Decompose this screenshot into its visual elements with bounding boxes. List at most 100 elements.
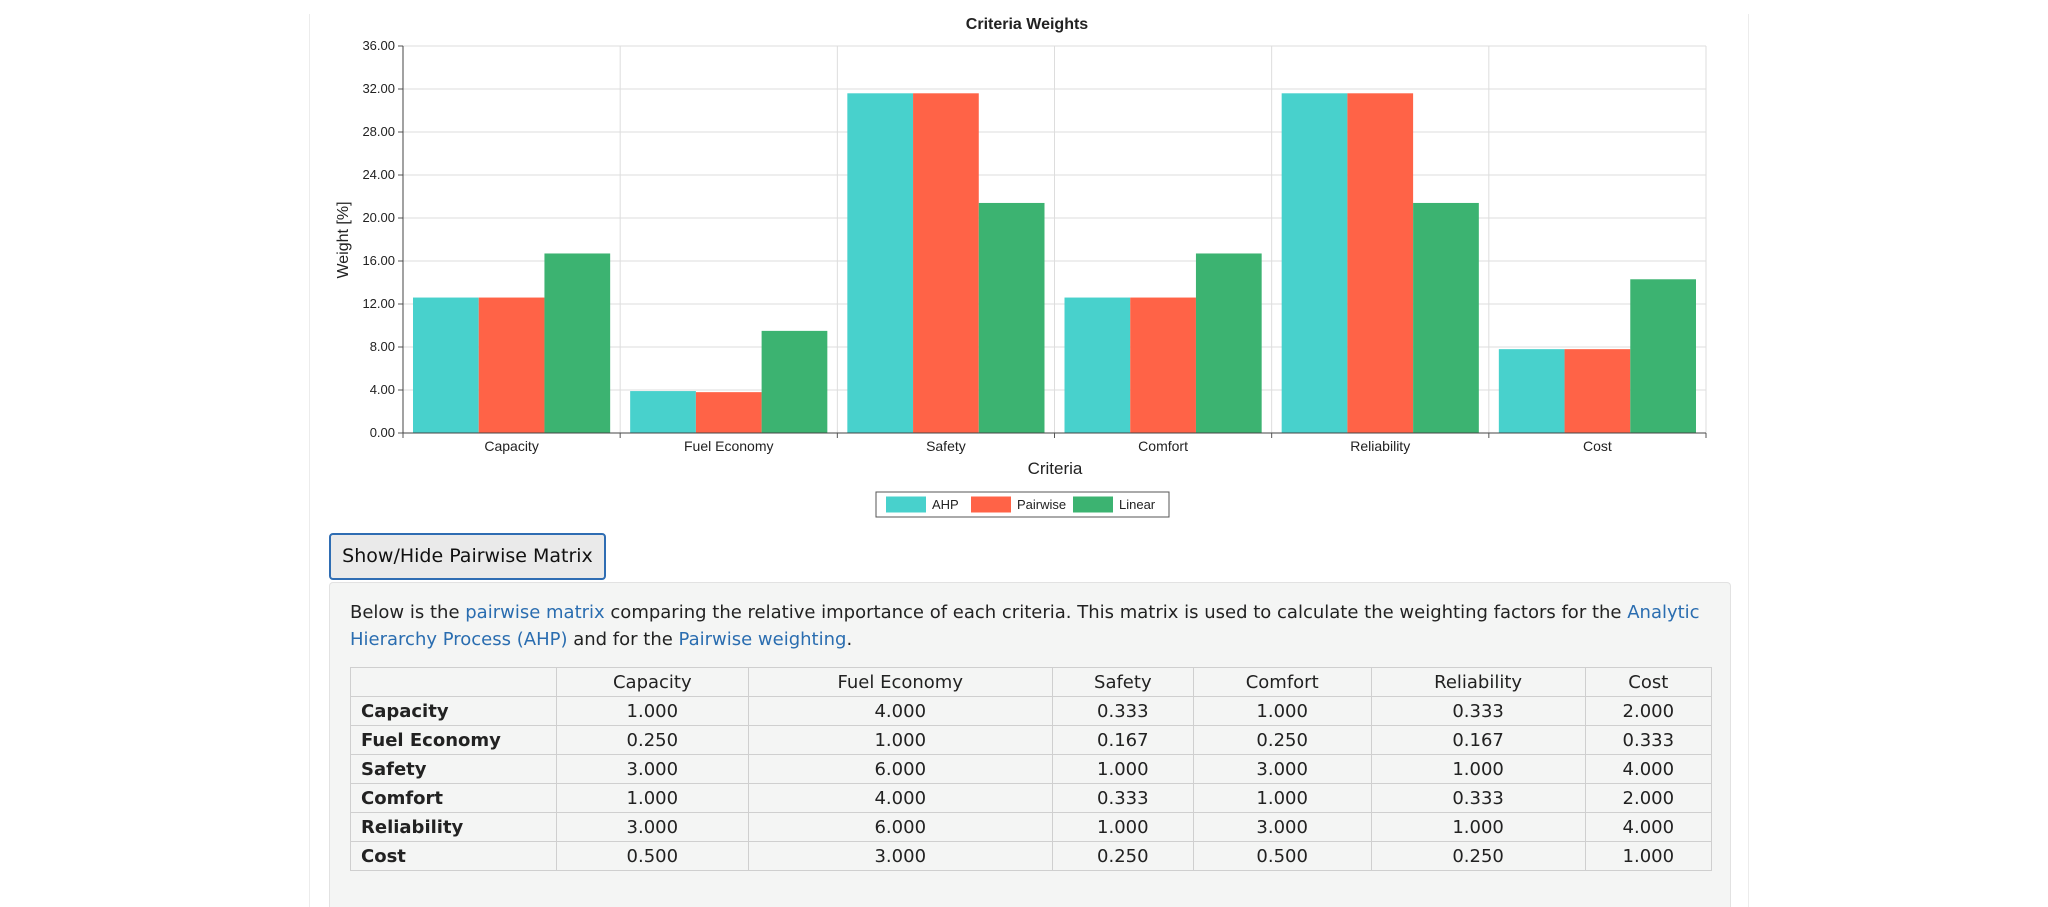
y-tick-label: 28.00 [362,124,395,139]
column-header: Reliability [1370,667,1586,697]
matrix-cell: 6.000 [747,754,1053,784]
chart-axes [398,45,1707,438]
y-tick-label: 12.00 [362,296,395,311]
pairwise-matrix-link[interactable]: pairwise matrix [465,602,605,623]
matrix-cell: 0.333 [1370,783,1586,813]
bar-pairwise-fuel-economy [695,392,762,433]
y-tick-label: 20.00 [362,210,395,225]
y-tick-label: 4.00 [370,382,395,397]
matrix-cell: 1.000 [1051,812,1194,842]
legend-label-ahp: AHP [932,497,959,512]
matrix-cell: 1.000 [1192,696,1372,726]
matrix-cell: 0.250 [556,725,749,755]
intro-text: Below is the pairwise matrix comparing t… [350,599,1720,653]
matrix-cell: 4.000 [1584,812,1713,842]
ahp-link[interactable]: Analytic Hierarchy Process (AHP) [350,602,1700,650]
bar-linear-comfort [1195,253,1262,433]
bar-pairwise-cost [1564,349,1631,433]
table-row: Comfort 1.000 4.000 0.333 1.000 0.333 2.… [350,783,1713,813]
matrix-cell: 1.000 [747,725,1053,755]
column-header: Safety [1051,667,1194,697]
y-tick-label: 0.00 [370,425,395,440]
matrix-cell: 0.250 [1051,841,1194,871]
bar-ahp-safety [847,93,914,434]
matrix-cell: 4.000 [747,696,1053,726]
row-header: Cost [350,841,557,871]
show-hide-pairwise-matrix-button[interactable]: Show/Hide Pairwise Matrix [329,533,606,580]
row-header: Capacity [350,696,557,726]
matrix-cell: 1.000 [1192,783,1372,813]
matrix-cell: 1.000 [556,783,749,813]
legend-swatch-linear [1073,496,1113,513]
table-row: Cost 0.500 3.000 0.250 0.500 0.250 1.000 [350,841,1713,871]
matrix-cell: 0.333 [1051,696,1194,726]
bar-pairwise-capacity [478,297,545,433]
y-axis-label: Weight [%] [335,201,352,278]
table-corner-cell [350,667,557,697]
intro-text-part: comparing the relative importance of eac… [604,602,1628,623]
matrix-cell: 3.000 [1192,812,1372,842]
intro-text-part: and for the [567,629,679,650]
matrix-cell: 4.000 [747,783,1053,813]
legend-swatch-ahp [886,496,926,513]
y-tick-labels: 0.00 4.00 8.00 12.00 16.00 20.00 24.00 28.00 32.… [362,38,395,440]
bar-linear-capacity [544,253,611,433]
matrix-cell: 3.000 [1192,754,1372,784]
matrix-cell: 0.500 [556,841,749,871]
x-tick-label: Capacity [484,438,538,454]
matrix-cell: 0.167 [1051,725,1194,755]
matrix-cell: 1.000 [1584,841,1713,871]
bar-ahp-comfort [1064,297,1131,433]
matrix-cell: 0.250 [1192,725,1372,755]
legend-swatch-pairwise [971,496,1011,513]
pairwise-weighting-link[interactable]: Pairwise weighting [678,629,847,650]
row-header: Safety [350,754,557,784]
legend-label-linear: Linear [1119,497,1156,512]
bar-linear-reliability [1413,202,1479,433]
x-tick-label: Reliability [1350,438,1410,454]
intro-text-part: Below is the [350,602,466,623]
intro-text-part: . [846,629,853,650]
chart-legend: AHP Pairwise Linear [875,491,1170,518]
table-row: Fuel Economy 0.250 1.000 0.167 0.250 0.1… [350,725,1713,755]
matrix-cell: 3.000 [747,841,1053,871]
x-tick-label: Safety [926,438,966,454]
matrix-cell: 0.250 [1370,841,1586,871]
matrix-cell: 2.000 [1584,696,1713,726]
x-tick-label: Comfort [1138,438,1188,454]
matrix-cell: 1.000 [1370,754,1586,784]
x-tick-labels: Capacity Fuel Economy Safety Comfort Reliabi… [484,438,1612,454]
bar-ahp-cost [1498,349,1565,433]
column-header: Comfort [1192,667,1372,697]
column-header: Cost [1584,667,1713,697]
matrix-cell: 2.000 [1584,783,1713,813]
matrix-cell: 1.000 [1370,812,1586,842]
column-header: Fuel Economy [747,667,1053,697]
matrix-cell: 1.000 [1051,754,1194,784]
matrix-cell: 0.333 [1370,696,1586,726]
x-tick-label: Cost [1583,438,1612,454]
matrix-cell: 0.500 [1192,841,1372,871]
column-header: Capacity [556,667,749,697]
bar-ahp-fuel-economy [630,391,696,433]
table-row: Reliability 3.000 6.000 1.000 3.000 1.00… [350,812,1713,842]
matrix-cell: 3.000 [556,812,749,842]
page-column [309,14,1749,907]
bar-linear-safety [978,202,1045,433]
table-row: Safety 3.000 6.000 1.000 3.000 1.000 4.0… [350,754,1713,784]
matrix-cell: 0.167 [1370,725,1586,755]
chart-title: Criteria Weights [966,16,1089,33]
table-header-row: Capacity Fuel Economy Safety Comfort Rel… [350,667,1713,697]
matrix-cell: 3.000 [556,754,749,784]
y-tick-label: 8.00 [370,339,395,354]
matrix-cell: 4.000 [1584,754,1713,784]
pairwise-matrix-table: Capacity Fuel Economy Safety Comfort Rel… [350,667,1713,871]
bar-pairwise-reliability [1347,93,1414,434]
bar-ahp-reliability [1281,93,1348,434]
y-tick-label: 16.00 [362,253,395,268]
row-header: Comfort [350,783,557,813]
matrix-cell: 0.333 [1051,783,1194,813]
row-header: Fuel Economy [350,725,557,755]
bar-pairwise-safety [913,93,979,434]
bar-pairwise-comfort [1130,297,1196,433]
